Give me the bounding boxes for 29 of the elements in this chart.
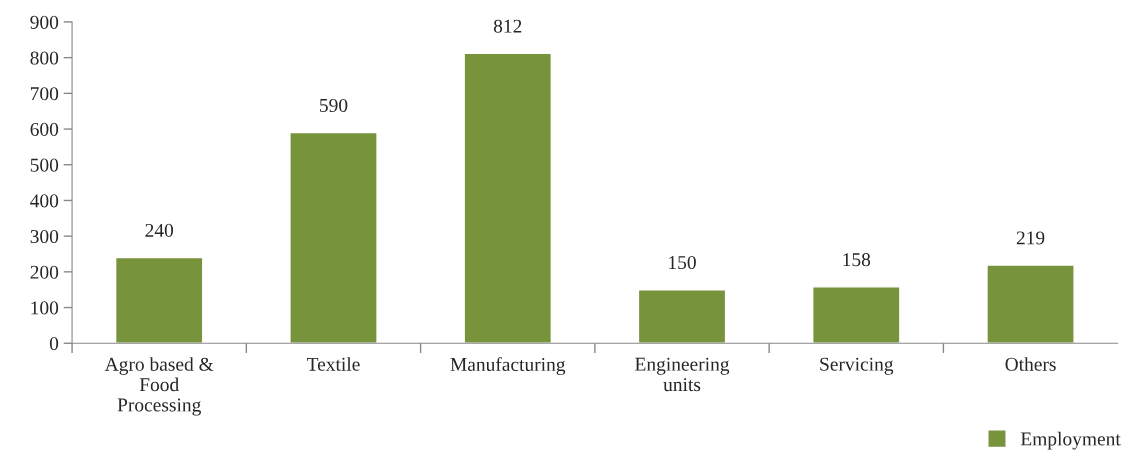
bar bbox=[812, 286, 901, 344]
x-tick-label: Agro based & Food Processing bbox=[104, 357, 214, 416]
data-label: 590 bbox=[320, 98, 348, 112]
bar bbox=[463, 52, 553, 344]
y-tick-label: 700 bbox=[30, 87, 59, 101]
bar bbox=[986, 264, 1075, 344]
y-tick-label: 800 bbox=[30, 51, 59, 65]
data-label: 812 bbox=[493, 19, 522, 33]
y-tick-label: 600 bbox=[30, 122, 59, 136]
y-tick-label: 300 bbox=[30, 229, 59, 244]
y-tick-label: 400 bbox=[30, 194, 59, 208]
data-label: 158 bbox=[843, 253, 871, 267]
y-tick-label: 200 bbox=[30, 265, 59, 279]
bar bbox=[114, 256, 204, 344]
y-tick-label: 500 bbox=[30, 158, 59, 172]
legend-label: Employment bbox=[1020, 431, 1121, 450]
data-label: 240 bbox=[145, 223, 174, 237]
data-label: 150 bbox=[669, 255, 696, 270]
y-tick-label: 0 bbox=[49, 337, 59, 351]
bar bbox=[637, 289, 727, 344]
x-tick-label: Textile bbox=[306, 357, 360, 371]
y-tick-label: 900 bbox=[30, 15, 59, 29]
x-tick-label: Engineering units bbox=[635, 357, 730, 392]
x-tick-label: Manufacturing bbox=[450, 357, 566, 376]
y-tick-label: 100 bbox=[31, 301, 59, 315]
bar bbox=[289, 131, 378, 344]
data-label: 219 bbox=[1016, 231, 1045, 245]
x-tick-label: Servicing bbox=[820, 357, 894, 375]
x-tick-label: Others bbox=[1005, 357, 1056, 371]
